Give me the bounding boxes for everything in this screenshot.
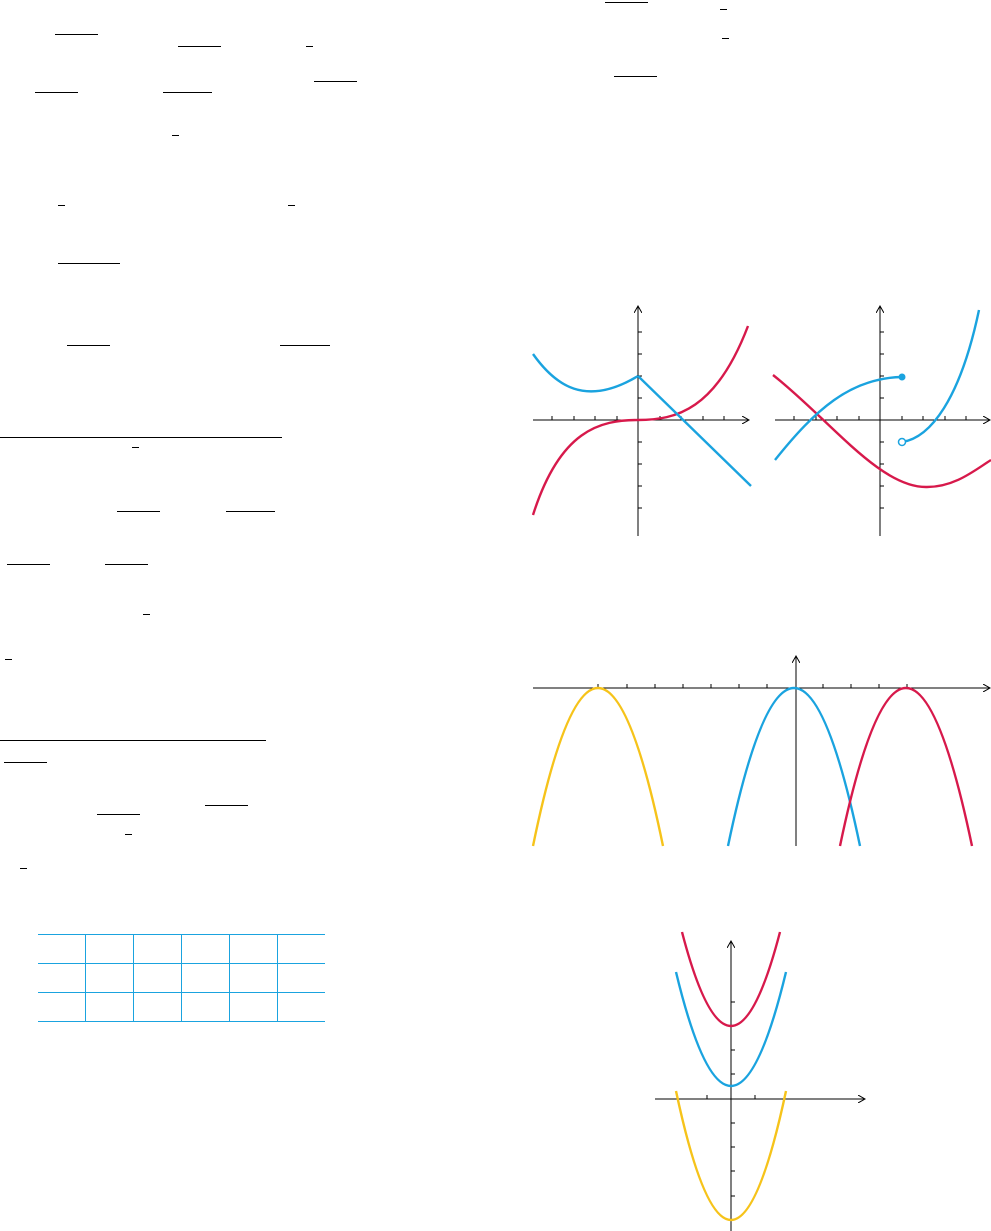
fraction-bar — [172, 135, 179, 136]
fraction-bar — [67, 345, 110, 346]
graph-cubic-and-absolute — [531, 307, 752, 536]
blue-parabola-upward — [674, 971, 788, 1087]
fraction-bar — [722, 38, 729, 39]
fraction-bar — [605, 2, 648, 3]
table-cell — [277, 963, 325, 993]
y-ticks — [638, 331, 642, 509]
blue-line-right — [637, 375, 752, 487]
table-row — [38, 963, 325, 993]
fraction-bar — [614, 76, 657, 77]
fraction-bar — [5, 659, 12, 660]
fraction-bar — [7, 564, 50, 565]
graph-piecewise-and-cosine — [772, 307, 991, 536]
fraction-bar — [288, 205, 295, 206]
table-cell — [133, 992, 182, 1022]
yellow-parabola-downward — [674, 1090, 788, 1222]
table-cell — [133, 934, 182, 964]
red-cosine-curve — [772, 374, 991, 489]
fraction-bar — [205, 805, 248, 806]
fraction-bar — [280, 345, 330, 346]
table-cell — [181, 963, 230, 993]
fraction-bar — [97, 814, 140, 815]
red-parabola — [838, 686, 974, 847]
closed-dot-marker — [898, 373, 906, 381]
red-cubic-curve — [531, 325, 750, 516]
table-cell — [229, 992, 278, 1022]
open-dot-marker — [897, 437, 907, 447]
table-row — [38, 992, 325, 1022]
blue-parabola — [726, 686, 862, 847]
fraction-bar — [226, 511, 275, 512]
fraction-bar — [117, 511, 160, 512]
fraction-bar — [0, 437, 282, 438]
fraction-bar — [125, 834, 132, 835]
graph-three-upward-downward-parabolas — [655, 931, 864, 1231]
table-cell — [85, 934, 134, 964]
graph-three-downward-parabolas — [531, 657, 989, 847]
table-row — [38, 934, 325, 964]
fraction-bar — [58, 205, 65, 206]
yellow-parabola — [531, 686, 665, 847]
table-cell — [133, 963, 182, 993]
y-ticks — [880, 331, 884, 509]
fraction-bar — [35, 92, 78, 93]
blue-curve-left-piece — [774, 375, 903, 461]
answer-table — [38, 934, 325, 1022]
fraction-bar — [163, 92, 212, 93]
x-ticks — [793, 416, 967, 420]
fraction-bar — [58, 263, 120, 264]
fraction-bar — [132, 447, 139, 448]
fraction-bar — [55, 34, 98, 35]
table-cell — [85, 992, 134, 1022]
table-cell — [38, 963, 86, 993]
table-cell — [85, 963, 134, 993]
fraction-bar — [306, 46, 313, 47]
fraction-bar — [143, 614, 150, 615]
fraction-bar — [20, 868, 27, 869]
fraction-bar — [314, 81, 357, 82]
fraction-bar — [4, 762, 47, 763]
answer-table-body — [38, 934, 325, 1022]
table-cell — [229, 934, 278, 964]
fraction-bar — [105, 564, 148, 565]
table-cell — [181, 934, 230, 964]
x-ticks — [597, 684, 908, 688]
blue-curve-right-piece — [901, 309, 981, 444]
table-cell — [277, 934, 325, 964]
fraction-bar — [178, 46, 221, 47]
fraction-bar — [0, 740, 266, 741]
fraction-bar — [720, 9, 727, 10]
table-cell — [277, 992, 325, 1022]
table-cell — [181, 992, 230, 1022]
red-parabola-upward — [680, 931, 782, 1028]
table-cell — [38, 934, 86, 964]
table-cell — [229, 963, 278, 993]
blue-curve-left — [532, 353, 639, 393]
x-ticks — [706, 1095, 756, 1099]
table-cell — [38, 992, 86, 1022]
